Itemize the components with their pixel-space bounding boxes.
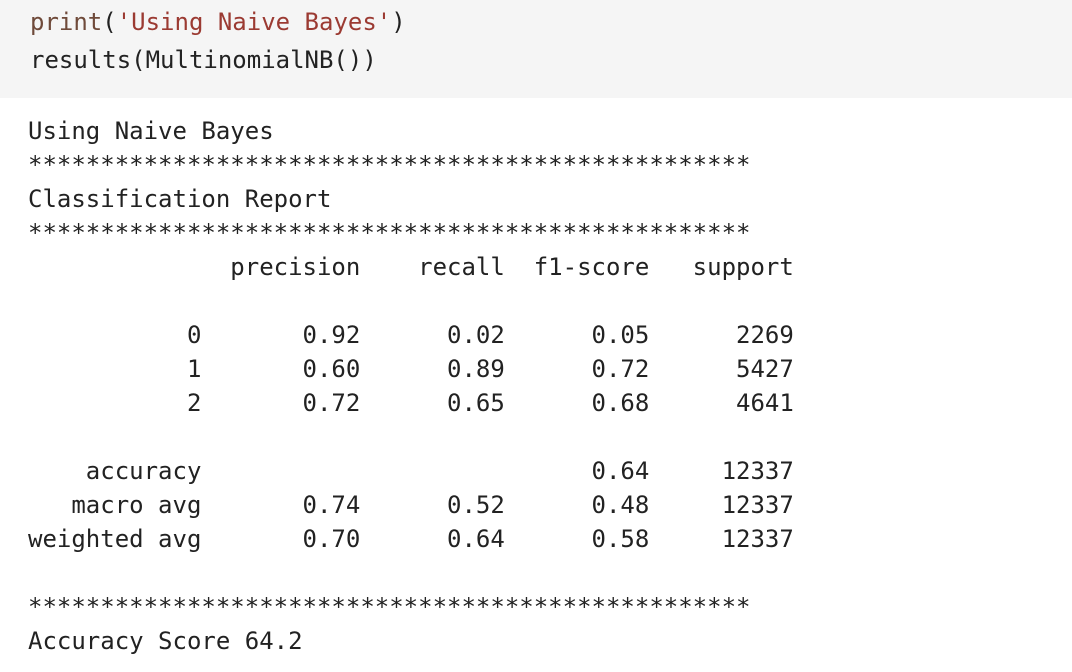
report-row: 1 0.60 0.89 0.72 5427 <box>28 355 794 383</box>
code-line-results: results(MultinomialNB()) <box>30 46 377 74</box>
string-literal: 'Using Naive Bayes' <box>116 8 392 36</box>
code-line-print: print('Using Naive Bayes') <box>30 3 1072 41</box>
report-row: 2 0.72 0.65 0.68 4641 <box>28 389 794 417</box>
separator-line: ****************************************… <box>28 151 751 179</box>
open-paren: ( <box>102 8 117 36</box>
separator-line: ****************************************… <box>28 219 751 247</box>
function-name: print <box>30 8 103 36</box>
close-paren: ) <box>391 8 406 36</box>
report-title: Classification Report <box>28 185 332 213</box>
report-row: accuracy 0.64 12337 <box>28 457 794 485</box>
code-input-cell[interactable]: print('Using Naive Bayes') results(Multi… <box>0 0 1072 98</box>
accuracy-score: Accuracy Score 64.2 <box>28 627 303 655</box>
report-row: 0 0.92 0.02 0.05 2269 <box>28 321 794 349</box>
report-row: macro avg 0.74 0.52 0.48 12337 <box>28 491 794 519</box>
report-column-headers: precision recall f1-score support <box>28 253 794 281</box>
output-header: Using Naive Bayes <box>28 117 274 145</box>
report-row: weighted avg 0.70 0.64 0.58 12337 <box>28 525 794 553</box>
separator-line: ****************************************… <box>28 593 751 621</box>
